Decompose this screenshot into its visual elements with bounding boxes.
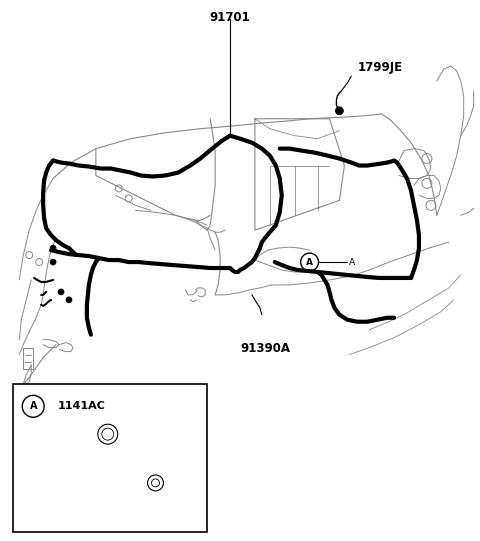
Text: A: A [29,401,37,411]
Circle shape [58,289,64,295]
Text: 91701: 91701 [210,11,251,24]
Bar [13,385,207,532]
Circle shape [50,245,56,251]
Text: 91390A: 91390A [240,341,290,355]
Circle shape [336,107,343,115]
Text: A: A [349,258,356,267]
Text: 1799JE: 1799JE [357,61,402,74]
Text: 1141AC: 1141AC [58,401,106,411]
Circle shape [66,297,72,303]
Circle shape [50,259,56,265]
Text: A: A [306,258,313,267]
